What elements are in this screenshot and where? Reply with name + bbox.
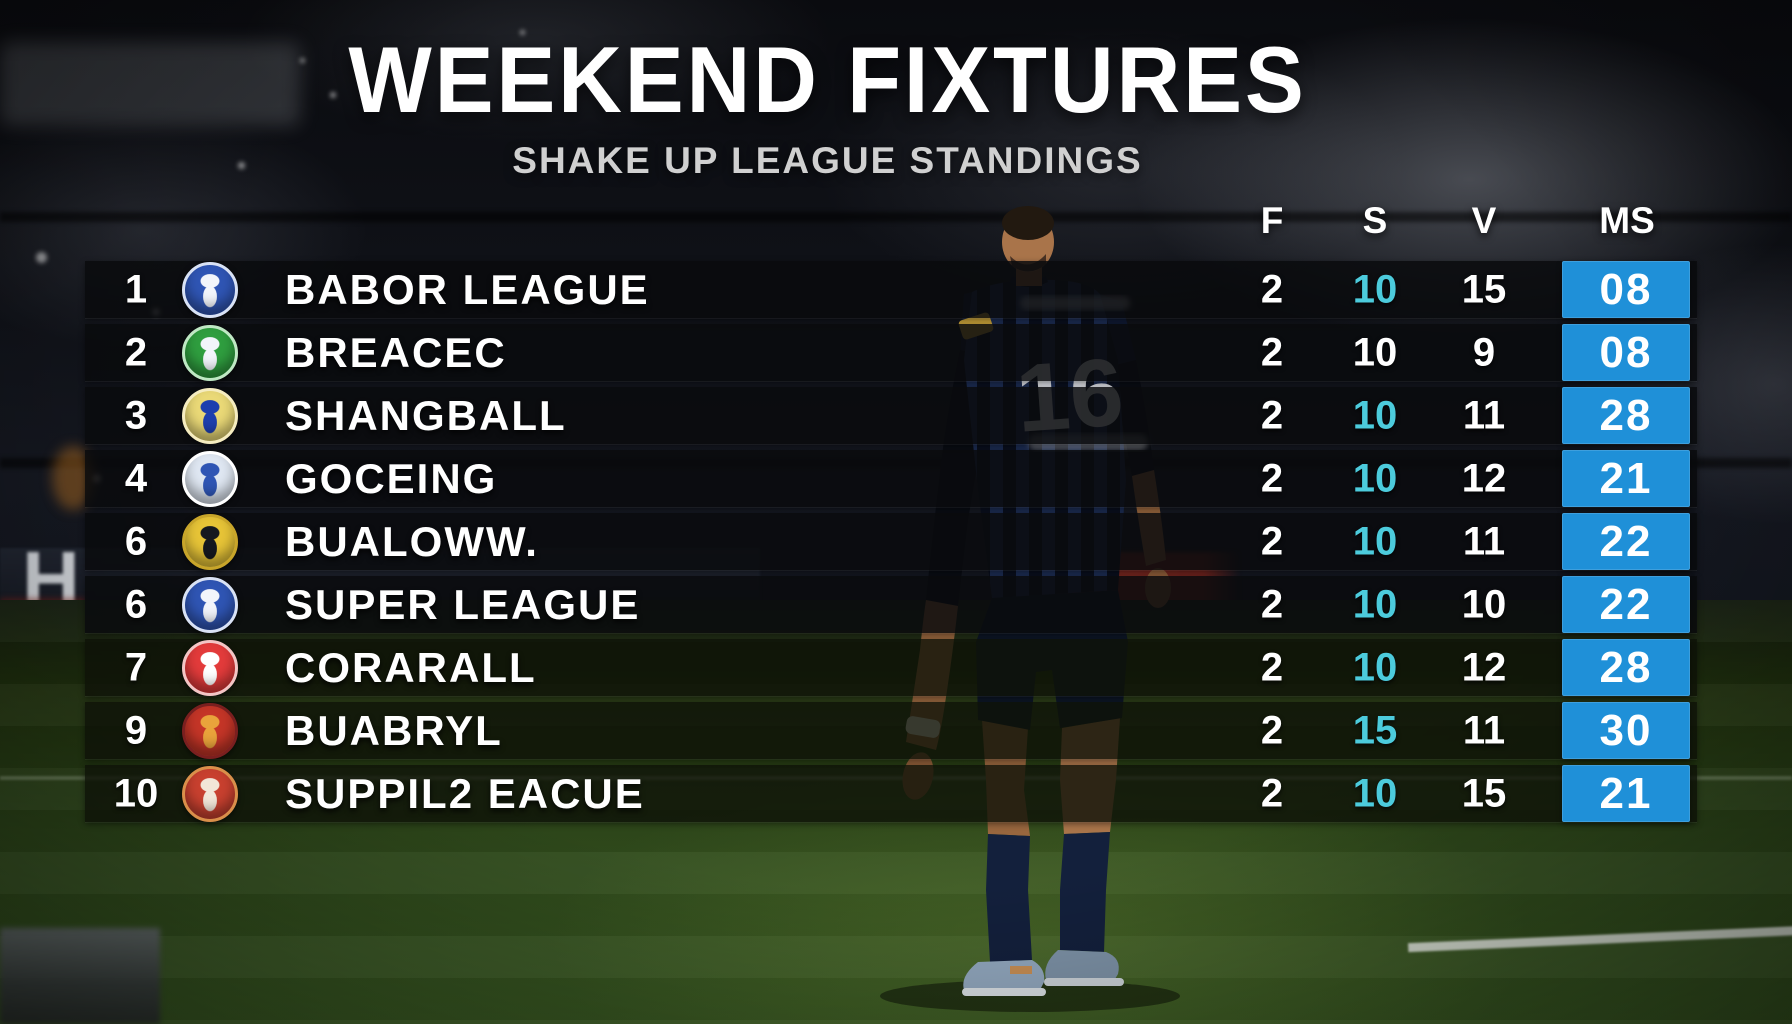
page-title: WEEKEND FIXTURES (348, 27, 1307, 132)
stat-ms-box: 08 (1562, 261, 1690, 318)
stat-v: 11 (1462, 708, 1506, 752)
stat-v: 15 (1461, 771, 1507, 815)
team-name: BUALOWW. (285, 517, 539, 565)
stat-ms-box: 21 (1562, 765, 1690, 822)
stand-banner-blur (0, 42, 300, 126)
stat-f: 2 (1260, 393, 1284, 437)
rank-cell: 10 (113, 771, 159, 815)
corarall-crest-icon (182, 639, 238, 696)
stat-v: 11 (1462, 393, 1506, 437)
column-header-ms: MS (1599, 200, 1655, 241)
stat-f: 2 (1260, 708, 1284, 752)
column-header-s: S (1362, 200, 1388, 241)
team-name: BREACEC (285, 328, 507, 376)
table-row: 10 SUPPIL2 EACUE 2 10 15 21 (85, 765, 1697, 822)
stat-v: 12 (1461, 456, 1507, 500)
stat-s: 10 (1352, 582, 1398, 626)
stat-f: 2 (1260, 645, 1284, 689)
table-row: 2 BREACEC 2 10 9 08 (85, 324, 1697, 381)
buabryl-crest-icon (182, 702, 238, 759)
table-row: 6 BUALOWW. 2 10 11 22 (85, 513, 1697, 570)
bokeh-dot (330, 92, 336, 98)
column-header-f: F (1260, 200, 1284, 241)
team-name: CORARALL (285, 643, 537, 691)
suppil2-eacue-crest-icon (182, 765, 238, 822)
babor-league-crest-icon (182, 261, 238, 318)
table-row: 1 BABOR LEAGUE 2 10 15 08 (85, 261, 1697, 318)
rank-cell: 9 (124, 708, 148, 752)
rank-cell: 3 (124, 393, 148, 437)
team-name: SHANGBALL (285, 391, 567, 439)
table-row: 6 SUPER LEAGUE 2 10 10 22 (85, 576, 1697, 633)
stat-f: 2 (1260, 519, 1284, 563)
breacec-crest-icon (182, 324, 238, 381)
stat-ms-box: 28 (1562, 639, 1690, 696)
stat-f: 2 (1260, 330, 1284, 374)
stat-v: 12 (1461, 645, 1507, 689)
bokeh-dot (36, 252, 47, 263)
stat-v: 9 (1472, 330, 1496, 374)
stat-ms-box: 28 (1562, 387, 1690, 444)
rank-cell: 6 (124, 519, 148, 563)
team-name: SUPER LEAGUE (285, 580, 641, 628)
rank-cell: 2 (124, 330, 148, 374)
rank-cell: 6 (124, 582, 148, 626)
stat-f: 2 (1260, 267, 1284, 311)
bokeh-dot (238, 162, 245, 169)
stat-s: 10 (1352, 771, 1398, 815)
page-subtitle: SHAKE UP LEAGUE STANDINGS (512, 140, 1143, 181)
stat-ms-box: 21 (1562, 450, 1690, 507)
stat-s: 10 (1352, 519, 1398, 563)
table-row: 3 SHANGBALL 2 10 11 28 (85, 387, 1697, 444)
stat-s: 10 (1352, 456, 1398, 500)
standings-table: 1 BABOR LEAGUE 2 10 15 08 2 BREACEC 2 10… (85, 261, 1697, 828)
bokeh-dot (300, 58, 305, 63)
headline-block: WEEKEND FIXTURES SHAKE UP LEAGUE STANDIN… (0, 26, 1655, 182)
column-header-v: V (1471, 200, 1497, 241)
stat-ms-box: 30 (1562, 702, 1690, 759)
rank-cell: 7 (124, 645, 148, 689)
stat-v: 10 (1461, 582, 1507, 626)
right-boot (1045, 950, 1119, 984)
stat-s: 10 (1352, 330, 1398, 374)
pitchside-barrier (0, 928, 160, 1024)
stat-s: 15 (1352, 708, 1398, 752)
team-name: GOCEING (285, 454, 498, 502)
stat-f: 2 (1260, 456, 1284, 500)
rank-cell: 1 (124, 267, 148, 311)
goceing-crest-icon (182, 450, 238, 507)
shangball-crest-icon (182, 387, 238, 444)
table-row: 9 BUABRYL 2 15 11 30 (85, 702, 1697, 759)
stand-tier-seam (0, 212, 1792, 222)
rank-cell: 4 (124, 456, 148, 500)
left-sock (986, 834, 1032, 962)
stat-s: 10 (1352, 267, 1398, 311)
table-row: 7 CORARALL 2 10 12 28 (85, 639, 1697, 696)
stat-v: 15 (1461, 267, 1507, 311)
table-row: 4 GOCEING 2 10 12 21 (85, 450, 1697, 507)
stat-ms-box: 08 (1562, 324, 1690, 381)
stat-s: 10 (1352, 645, 1398, 689)
bualoww-crest-icon (182, 513, 238, 570)
stat-f: 2 (1260, 771, 1284, 815)
team-name: BUABRYL (285, 706, 503, 754)
right-sock (1060, 832, 1110, 952)
stat-f: 2 (1260, 582, 1284, 626)
stat-ms-box: 22 (1562, 513, 1690, 570)
team-name: SUPPIL2 EACUE (285, 769, 645, 817)
bokeh-dot (520, 30, 525, 35)
stat-ms-box: 22 (1562, 576, 1690, 633)
team-name: BABOR LEAGUE (285, 265, 650, 313)
stat-s: 10 (1352, 393, 1398, 437)
super-league-crest-icon (182, 576, 238, 633)
stat-v: 11 (1462, 519, 1506, 563)
